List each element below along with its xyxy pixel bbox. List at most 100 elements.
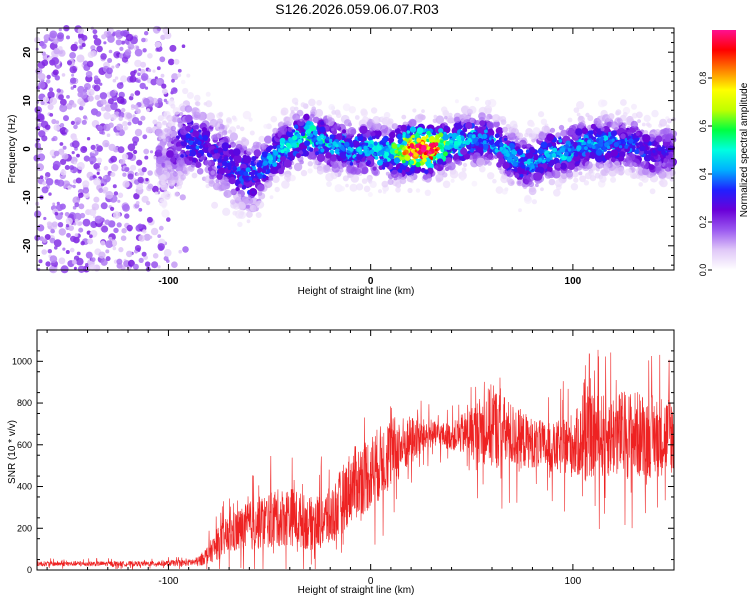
spectrogram-cell <box>49 266 56 273</box>
spectrogram-cell <box>100 53 107 60</box>
spectrogram-cell <box>425 134 430 138</box>
spectrogram-cell <box>312 116 320 124</box>
spectrogram-cell <box>316 99 322 106</box>
spectrogram-cell <box>335 112 342 119</box>
spectrogram-cell <box>581 127 589 135</box>
spectrogram-cell <box>492 114 501 123</box>
spectrogram-cell <box>664 163 673 172</box>
spectrogram-cell <box>292 135 298 141</box>
spectrogram-cell <box>391 123 399 130</box>
spectrogram-cell <box>184 114 193 124</box>
spectrogram-cell <box>528 133 533 138</box>
spectrogram-cell <box>576 112 581 117</box>
spectrogram-cell <box>283 173 291 181</box>
spectrogram-cell <box>54 75 60 81</box>
spectrogram-cell <box>484 116 490 122</box>
spectrogram-cell <box>252 141 260 149</box>
spectrogram-cell <box>289 174 296 182</box>
spectrogram-cell <box>396 147 400 151</box>
spectrogram-cell <box>529 121 535 128</box>
spectrogram-cell <box>643 130 649 136</box>
spectrogram-cell <box>514 172 520 178</box>
spectrogram-cell <box>70 235 77 242</box>
spectrogram-cell <box>151 261 159 269</box>
spectrogram-cell <box>250 171 254 176</box>
spectrogram-cell <box>280 155 286 162</box>
spectrogram-cell <box>78 221 83 226</box>
spectrogram-cell <box>364 150 368 153</box>
colorbar-tick-label: 0.4 <box>698 168 708 181</box>
spectrogram-cell <box>341 162 347 168</box>
spectrogram-cell <box>122 204 130 212</box>
spectrogram-cell <box>55 204 64 212</box>
spectrogram-cell <box>137 176 144 184</box>
spectrogram-cell <box>654 161 659 166</box>
spectrogram-cell <box>369 143 374 149</box>
spectrogram-cell <box>127 43 135 50</box>
spectrogram-cell <box>81 34 88 41</box>
spectrogram-cell <box>432 118 438 124</box>
spectrogram-cell <box>118 53 125 59</box>
spectrogram-cell <box>230 188 237 196</box>
spectrogram-cell <box>142 48 147 53</box>
spectrogram-cell <box>309 147 314 152</box>
spectrogram-cell <box>192 130 200 138</box>
spectrogram-cell <box>412 108 417 113</box>
spectrogram-cells <box>33 25 678 274</box>
spectrogram-cell <box>144 86 149 90</box>
spectrogram-cell <box>123 126 127 131</box>
spectrogram-cell <box>53 150 60 157</box>
spectrogram-cell <box>96 157 103 164</box>
spectrogram-cell <box>85 263 89 267</box>
spectrogram-cell <box>347 126 357 136</box>
spectrogram-cell <box>373 122 380 130</box>
spectrogram-cell <box>446 115 454 123</box>
spectrogram-cell <box>272 175 280 183</box>
spectrogram-cell <box>647 150 652 155</box>
spectrogram-cell <box>262 160 269 166</box>
spectrogram-cell <box>237 201 246 211</box>
spectrogram-cell <box>232 165 238 171</box>
spectrogram-cell <box>161 88 168 95</box>
spectrogram-cell <box>438 128 444 134</box>
spectrogram-cell <box>41 43 47 49</box>
spectrogram-cell <box>640 160 649 169</box>
spectrogram-cell <box>477 138 483 143</box>
spectrogram-cell <box>479 120 486 127</box>
spectrogram-cell <box>647 123 652 128</box>
spectrogram-cell <box>178 249 182 254</box>
spectrogram-cell <box>629 144 634 149</box>
spectrogram-cell <box>202 135 209 141</box>
spectrogram-cell <box>91 203 100 211</box>
spectrogram-cell <box>112 184 117 189</box>
spectrogram-cell <box>495 186 504 194</box>
spectrogram-cell <box>363 145 368 151</box>
spectrogram-cell <box>112 78 117 83</box>
spectrogram-cell <box>280 149 285 154</box>
spectrogram-cell <box>114 76 119 80</box>
spectrogram-cell <box>119 46 124 52</box>
spectrogram-cell <box>217 158 222 163</box>
spectrogram-cell <box>225 124 230 128</box>
spectrogram-cell <box>69 65 78 74</box>
spectrogram-cell <box>194 161 202 168</box>
spectrogram-cell <box>283 147 287 152</box>
spectrogram-cell <box>132 263 139 270</box>
spectrogram-cell <box>559 147 566 153</box>
spectrogram-cell <box>602 125 610 133</box>
spectrogram-ytick-label: -20 <box>22 238 33 253</box>
spectrogram-cell <box>622 122 627 127</box>
spectrogram-cell <box>329 134 335 139</box>
spectrogram-cell <box>158 123 162 128</box>
spectrogram-cell <box>309 133 314 138</box>
spectrogram-cell <box>75 121 79 126</box>
spectrogram-cell <box>173 191 180 198</box>
spectrogram-cell <box>339 151 347 159</box>
spectrogram-cell <box>216 173 223 180</box>
spectrogram-cell <box>228 177 236 185</box>
spectrogram-cell <box>132 117 140 125</box>
spectrogram-cell <box>70 169 74 173</box>
spectrogram-cell <box>537 148 544 155</box>
spectrogram-cell <box>649 188 656 195</box>
spectrogram-cell <box>157 234 162 239</box>
